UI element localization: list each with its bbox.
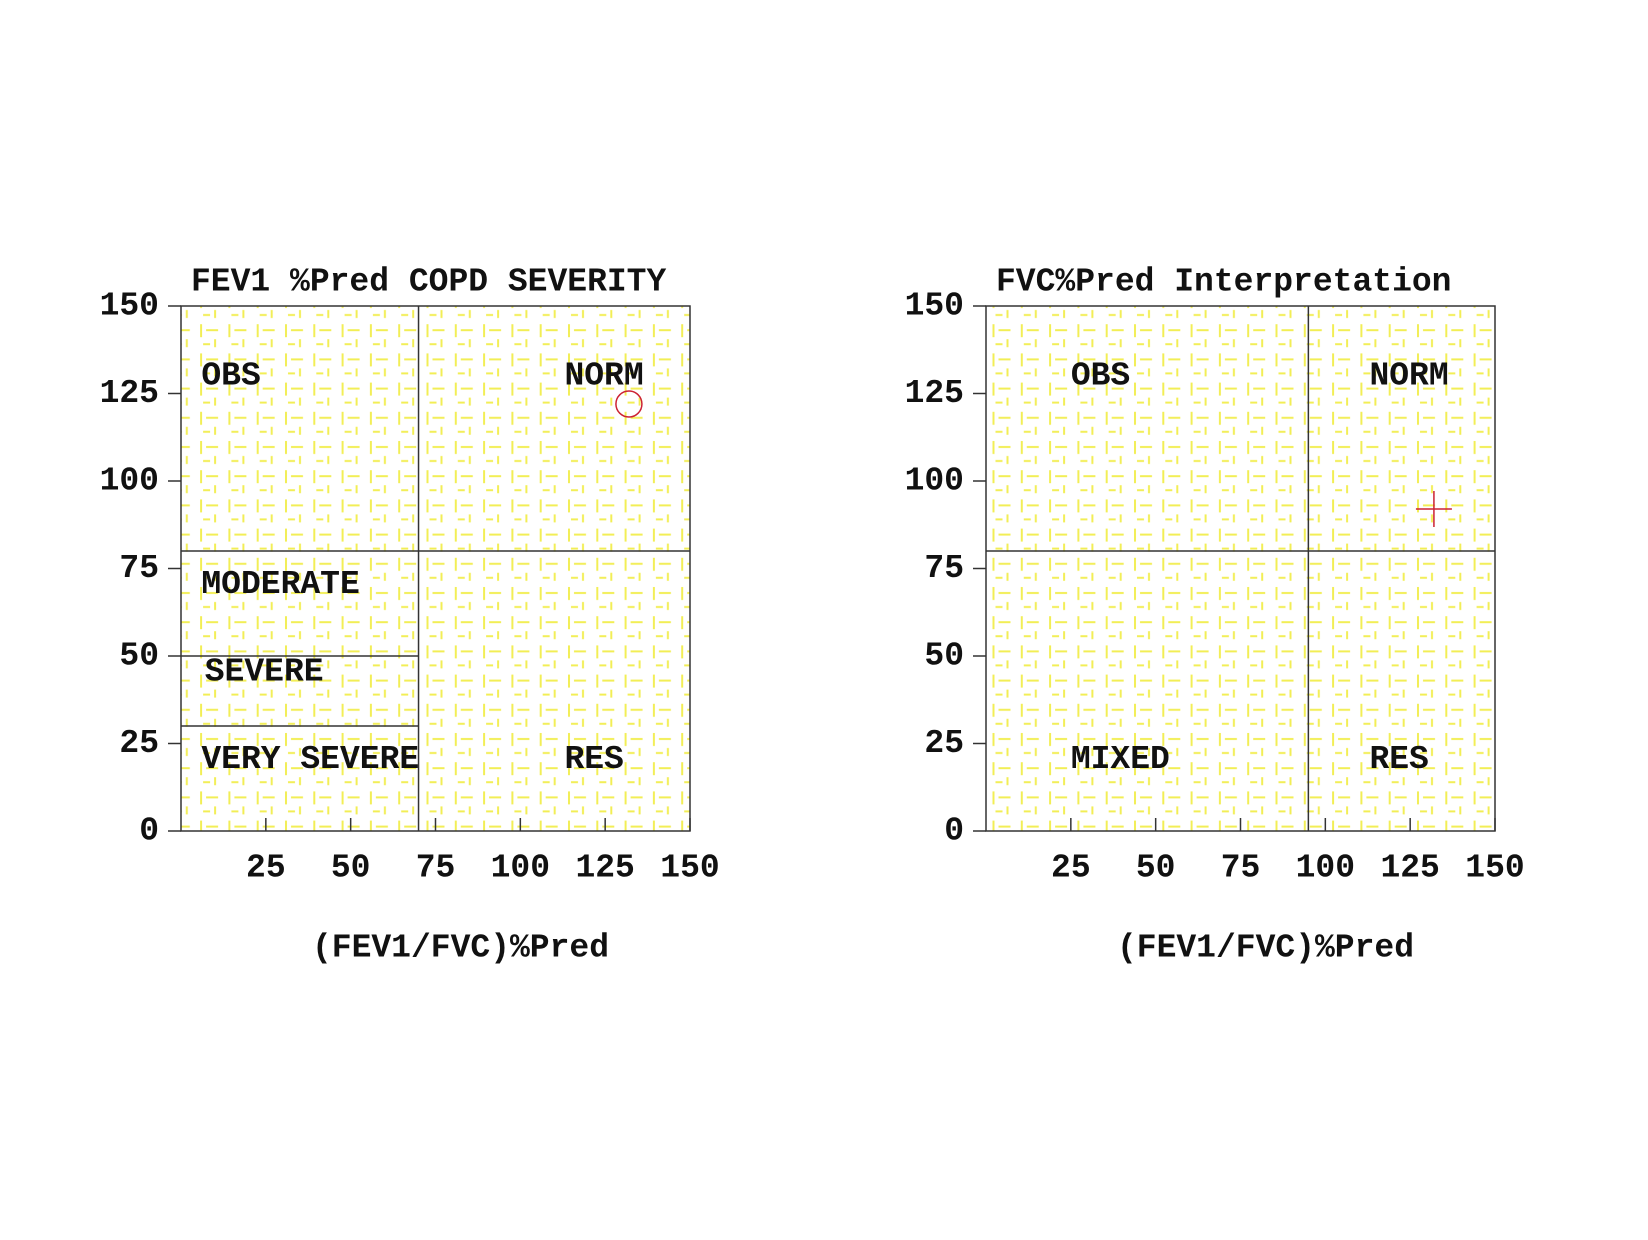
region-label: MODERATE bbox=[201, 566, 359, 603]
x-tick-label: 125 bbox=[575, 850, 634, 887]
y-tick-label: 150 bbox=[100, 288, 159, 325]
y-tick-label: 25 bbox=[119, 725, 159, 762]
x-tick-label: 75 bbox=[416, 850, 456, 887]
y-tick-label: 150 bbox=[905, 288, 964, 325]
x-tick-label: 50 bbox=[1136, 850, 1176, 887]
region-label: OBS bbox=[1071, 358, 1130, 395]
x-tick-label: 100 bbox=[1296, 850, 1355, 887]
data-point bbox=[615, 390, 643, 418]
data-point bbox=[1415, 491, 1452, 527]
y-tick-label: 100 bbox=[100, 463, 159, 500]
y-tick-label: 50 bbox=[924, 638, 964, 675]
x-axis-label: (FEV1/FVC)%Pred bbox=[312, 930, 609, 967]
region-label: NORM bbox=[564, 358, 643, 395]
chart-title: FEV1 %Pred COPD SEVERITY bbox=[191, 264, 666, 301]
plot-background bbox=[986, 306, 1495, 831]
x-tick-label: 25 bbox=[1051, 850, 1091, 887]
region-label: VERY SEVERE bbox=[201, 741, 419, 778]
region-label: RES bbox=[564, 741, 623, 778]
y-tick-label: 75 bbox=[924, 550, 964, 587]
plot-background bbox=[181, 306, 690, 831]
x-tick-label: 125 bbox=[1380, 850, 1439, 887]
x-tick-label: 150 bbox=[660, 850, 719, 887]
region-label: NORM bbox=[1369, 358, 1448, 395]
region-label: RES bbox=[1369, 741, 1428, 778]
y-tick-label: 0 bbox=[944, 813, 964, 850]
x-tick-label: 50 bbox=[331, 850, 371, 887]
x-tick-label: 25 bbox=[246, 850, 286, 887]
region-label: OBS bbox=[201, 358, 260, 395]
y-tick-label: 0 bbox=[139, 813, 159, 850]
region-label: MIXED bbox=[1071, 741, 1170, 778]
x-tick-label: 100 bbox=[491, 850, 550, 887]
y-tick-label: 100 bbox=[905, 463, 964, 500]
y-tick-label: 75 bbox=[119, 550, 159, 587]
y-tick-label: 125 bbox=[905, 375, 964, 412]
y-tick-label: 25 bbox=[924, 725, 964, 762]
chart-title: FVC%Pred Interpretation bbox=[996, 264, 1451, 301]
y-tick-label: 125 bbox=[100, 375, 159, 412]
x-axis-label: (FEV1/FVC)%Pred bbox=[1117, 930, 1414, 967]
region-label: SEVERE bbox=[205, 653, 324, 690]
plot-frame bbox=[180, 305, 691, 832]
x-tick-label: 150 bbox=[1465, 850, 1524, 887]
x-tick-label: 75 bbox=[1221, 850, 1261, 887]
plot-frame bbox=[985, 305, 1496, 832]
y-tick-label: 50 bbox=[119, 638, 159, 675]
